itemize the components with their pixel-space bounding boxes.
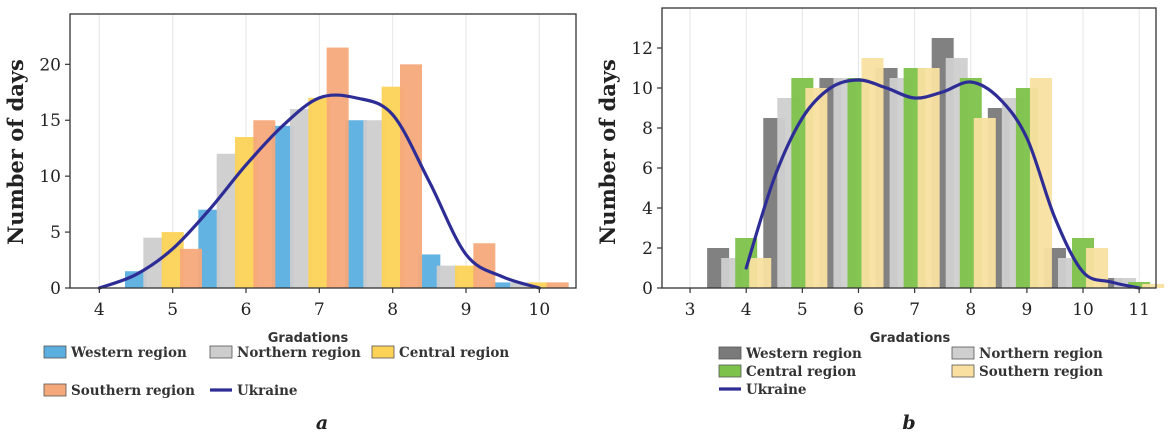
x-tick-label-a-3: 7 [314, 300, 325, 320]
legend-label-b-1: Northern region [979, 346, 1103, 362]
bar-a-s3-0 [180, 248, 202, 288]
bar-a-s3-1 [253, 120, 276, 288]
x-tick-label-b-0: 3 [685, 300, 696, 320]
bar-a-s3-2 [326, 47, 349, 288]
bar-a-s1-5 [510, 282, 532, 288]
bar-b-s3-0 [749, 258, 772, 288]
chart-a: Number of days Gradations a 4 5 6 7 8 9 10 0 5 10… [3, 13, 577, 434]
x-tick-label-a-1: 5 [167, 300, 178, 320]
bar-a-s2-0 [161, 232, 184, 288]
bar-a-s1-1 [216, 153, 239, 288]
legend-label-a-2: Central region [399, 345, 509, 361]
bar-b-s2-7 [1128, 282, 1151, 288]
y-tick-label-b-4: 8 [642, 119, 653, 139]
x-axis-label-a: Gradations [268, 331, 349, 346]
legend-label-a-4: Ukraine [237, 383, 298, 399]
legend-label-b-4: Ukraine [746, 382, 807, 398]
y-tick-label-a-1: 5 [50, 223, 61, 243]
y-tick-label-b-3: 6 [642, 159, 653, 179]
bar-b-s3-4 [973, 118, 996, 288]
x-tick-label-a-2: 6 [241, 300, 252, 320]
y-tick-label-a-0: 0 [50, 279, 61, 299]
legend-label-a-3: Southern region [71, 383, 195, 399]
panel-label-b: b [902, 412, 915, 434]
x-tick-label-b-6: 9 [1021, 300, 1032, 320]
legend-swatch-b-0 [718, 346, 742, 360]
panel-label-a: a [316, 412, 328, 434]
legend-label-a-1: Northern region [237, 345, 361, 361]
bar-a-s0-2 [271, 125, 294, 288]
x-tick-label-b-8: 11 [1128, 300, 1150, 320]
legend-swatch-a-1 [209, 345, 233, 359]
bar-b-s1-7 [1114, 278, 1137, 288]
bar-a-s3-5 [546, 282, 569, 288]
legend-label-b-3: Southern region [979, 364, 1103, 380]
bar-b-s3-1 [805, 88, 828, 288]
x-tick-label-a-4: 8 [387, 300, 398, 320]
bar-a-s2-1 [235, 137, 257, 288]
legend-label-b-2: Central region [746, 364, 856, 380]
axes-frame-a [69, 13, 577, 289]
bar-a-s2-2 [308, 97, 331, 288]
bar-a-s1-3 [363, 120, 386, 288]
x-tick-label-b-5: 8 [965, 300, 976, 320]
x-tick-label-a-6: 10 [529, 300, 551, 320]
x-tick-label-b-2: 5 [797, 300, 808, 320]
y-tick-label-a-3: 15 [39, 111, 61, 131]
bar-a-s0-1 [198, 209, 221, 288]
bar-a-s1-2 [290, 109, 312, 289]
x-tick-label-a-5: 9 [461, 300, 472, 320]
bar-a-s2-5 [528, 282, 551, 288]
x-axis-label-b: Gradations [870, 331, 951, 346]
bar-b-s3-5 [1029, 78, 1052, 288]
bar-a-s3-4 [473, 243, 496, 288]
bar-b-s3-7 [1142, 284, 1165, 288]
legend-swatch-a-2 [371, 345, 395, 359]
y-axis-label-b: Number of days [595, 59, 620, 245]
y-axis-label-a: Number of days [3, 59, 28, 245]
x-tick-label-b-4: 7 [909, 300, 920, 320]
bar-a-s2-4 [455, 265, 477, 288]
chart-b: Number of days Gradations b 3 4 5 6 7 8 9 10 11 0… [595, 7, 1165, 434]
y-tick-label-b-5: 10 [631, 79, 653, 99]
bar-a-s0-4 [418, 254, 441, 288]
bar-b-s3-3 [917, 68, 940, 288]
legend-swatch-b-1 [951, 346, 975, 360]
line-ukraine-b [744, 78, 1141, 290]
x-tick-label-b-1: 4 [741, 300, 752, 320]
legend-label-b-0: Western region [745, 346, 862, 362]
bar-a-s1-4 [436, 265, 459, 288]
y-tick-label-b-1: 2 [642, 239, 653, 259]
bar-a-s2-3 [381, 86, 404, 288]
bar-a-s0-3 [345, 120, 367, 288]
bar-a-s0-5 [491, 282, 514, 288]
y-tick-label-a-2: 10 [39, 167, 61, 187]
x-tick-label-b-3: 6 [853, 300, 864, 320]
legend-swatch-b-2 [718, 364, 742, 378]
y-tick-label-b-0: 0 [642, 279, 653, 299]
legend-swatch-a-0 [43, 345, 67, 359]
bar-a-s0-0 [125, 271, 147, 288]
y-tick-label-b-6: 12 [631, 39, 653, 59]
bar-b-s3-2 [861, 58, 884, 288]
legend-swatch-b-3 [951, 364, 975, 378]
y-tick-label-b-2: 4 [642, 199, 653, 219]
line-ukraine-a [97, 93, 541, 290]
legend-swatch-a-3 [43, 383, 67, 397]
x-tick-label-a-0: 4 [94, 300, 105, 320]
bar-a-s3-3 [400, 64, 422, 288]
y-tick-label-a-4: 20 [39, 55, 61, 75]
x-tick-label-b-7: 10 [1072, 300, 1094, 320]
legend-label-a-0: Western region [70, 345, 187, 361]
axes-frame-b [661, 7, 1157, 289]
